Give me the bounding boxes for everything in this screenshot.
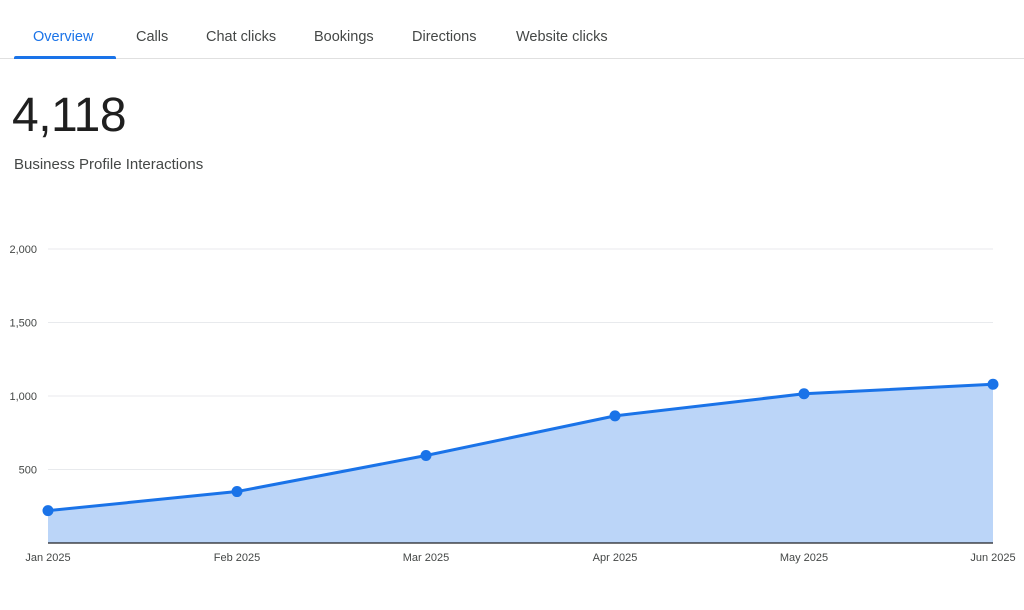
data-point (42, 505, 54, 517)
tab-bookings[interactable]: Bookings (314, 29, 374, 45)
data-point (987, 378, 999, 390)
y-tick-label: 1,000 (9, 391, 37, 403)
data-point (798, 388, 810, 400)
y-tick-label: 2,000 (9, 244, 37, 256)
metric-label: Business Profile Interactions (14, 156, 204, 173)
x-tick-label: Feb 2025 (214, 552, 260, 564)
tab-calls[interactable]: Calls (136, 29, 169, 45)
active-tab-indicator (14, 56, 116, 59)
data-point (420, 450, 432, 462)
tab-bar: Overview Calls Chat clicks Bookings Dire… (0, 0, 1024, 59)
tab-overview[interactable]: Overview (33, 29, 94, 45)
y-tick-label: 1,500 (9, 318, 37, 330)
x-tick-label: Mar 2025 (403, 552, 449, 564)
x-tick-label: May 2025 (780, 552, 828, 564)
tab-chat-clicks[interactable]: Chat clicks (206, 29, 277, 45)
tab-directions[interactable]: Directions (412, 29, 477, 45)
series-line (47, 382, 994, 513)
tab-website-clicks[interactable]: Website clicks (516, 29, 608, 45)
data-point (231, 486, 243, 498)
x-tick-label: Apr 2025 (593, 552, 638, 564)
y-tick-label: 500 (19, 465, 37, 477)
area-fill (48, 384, 993, 543)
metric-value: 4,118 (12, 89, 127, 142)
data-point (609, 410, 621, 422)
x-tick-label: Jan 2025 (25, 552, 70, 564)
x-tick-label: Jun 2025 (970, 552, 1015, 564)
